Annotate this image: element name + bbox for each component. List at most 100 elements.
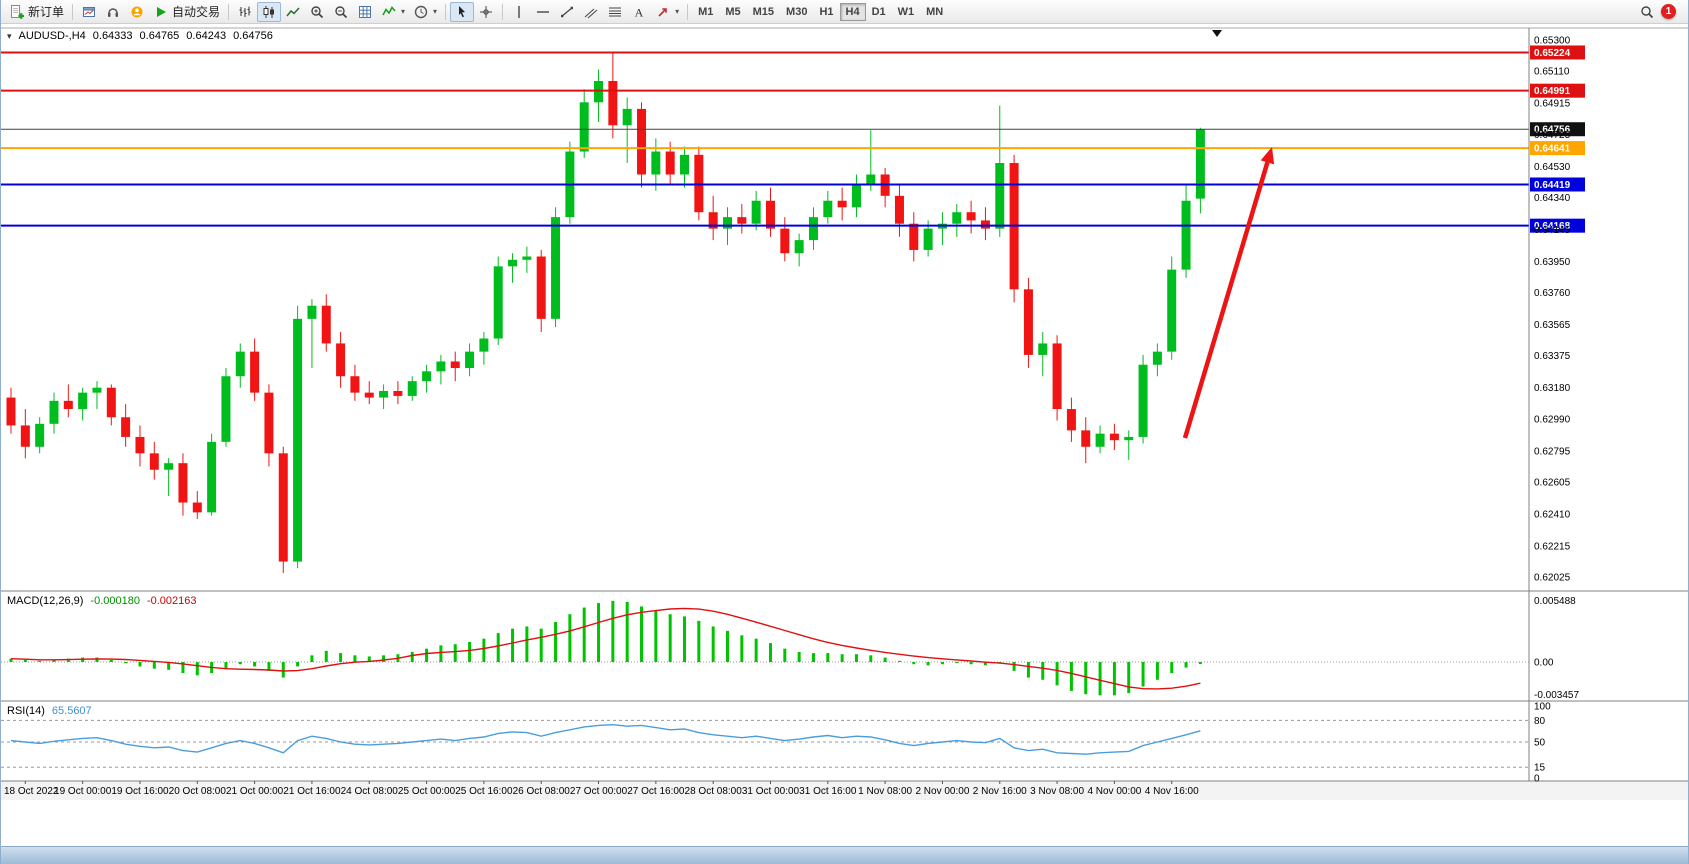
candle (880, 167, 890, 208)
candle (207, 433, 217, 516)
new-order-label: 新订单 (28, 5, 65, 19)
time-axis-label: 19 Oct 16:00 (111, 786, 169, 797)
fibonacci-button[interactable] (603, 2, 627, 22)
new-order-button[interactable]: 新订单 (5, 2, 68, 22)
price-tag-label: 0.65224 (1534, 48, 1571, 59)
price-axis-label: 0.63375 (1534, 351, 1571, 362)
tile-windows-button[interactable] (353, 2, 377, 22)
crosshair-button[interactable] (474, 2, 498, 22)
candle (837, 187, 847, 221)
candle (851, 174, 861, 218)
candle (765, 187, 775, 237)
price-axis-label: 0.62410 (1534, 510, 1571, 521)
toolbar-separator (228, 3, 230, 20)
autotrade-button[interactable]: 自动交易 (149, 2, 224, 22)
vertical-line-icon (511, 4, 527, 20)
candle (379, 384, 389, 410)
price-tag-label: 0.64991 (1534, 86, 1571, 97)
indicators-button[interactable]: ▾ (377, 2, 409, 22)
candle (594, 69, 604, 123)
horizontal-line-button[interactable] (531, 2, 555, 22)
candle (6, 387, 16, 434)
candle (479, 331, 489, 365)
arrows-button[interactable]: ▾ (651, 2, 683, 22)
svg-text:A: A (635, 5, 644, 19)
notification-badge[interactable]: 1 (1661, 4, 1676, 19)
candle (407, 376, 417, 401)
chevron-down-icon[interactable]: ▾ (7, 30, 12, 41)
timeframe-m5-button[interactable]: M5 (719, 3, 746, 21)
candle (551, 207, 561, 328)
window-statusbar (1, 846, 1688, 864)
macd-scale-label: 0.005488 (1534, 596, 1576, 607)
candle (751, 190, 761, 231)
candlestick-chart-button[interactable] (257, 1, 282, 22)
price-axis-label: 0.62795 (1534, 446, 1571, 457)
price-tag (1530, 45, 1585, 60)
text-button[interactable]: A (627, 2, 651, 22)
timeframe-m15-button[interactable]: M15 (747, 3, 780, 21)
community-button[interactable] (125, 2, 149, 22)
cursor-button[interactable] (450, 1, 475, 22)
price-axis-label: 0.65110 (1534, 67, 1570, 78)
chart-low-value: 0.64243 (186, 30, 227, 42)
time-axis-label: 4 Nov 00:00 (1087, 786, 1141, 797)
rsi-scale-label: 80 (1534, 716, 1546, 727)
current-price-label: 0.64756 (1534, 125, 1571, 136)
time-axis-label: 19 Oct 00:00 (54, 786, 112, 797)
candle (980, 207, 990, 241)
headset-icon (105, 4, 121, 20)
timeframe-h1-button[interactable]: H1 (813, 3, 839, 21)
candle (1124, 430, 1134, 460)
rsi-value: 65.5607 (51, 705, 92, 717)
charts-window-button[interactable] (77, 2, 101, 22)
chart-canvas[interactable]: 0.65224 0.64991 0.64641 0.64419 0.64168 0.647… (1, 24, 1689, 846)
rsi-line (10, 723, 1201, 755)
timeframe-h4-button[interactable]: H4 (839, 2, 866, 21)
candle (536, 249, 546, 332)
equidistant-channel-button[interactable] (579, 2, 603, 22)
candle (49, 392, 59, 434)
line-chart-button[interactable] (281, 2, 305, 22)
timeframe-m1-button[interactable]: M1 (692, 3, 719, 21)
trend-arrow[interactable] (1182, 161, 1270, 439)
vertical-line-button[interactable] (507, 2, 531, 22)
timeframe-w1-button[interactable]: W1 (892, 3, 921, 21)
frame (1, 27, 1688, 782)
candle (350, 364, 360, 401)
rsi-panel: 100 80 50 150 (1, 702, 1551, 785)
candle (178, 453, 188, 516)
timeframe-mn-button[interactable]: MN (920, 3, 949, 21)
candle (250, 338, 260, 401)
price-tag-label: 0.64168 (1534, 221, 1571, 232)
macd-scale-label: 0.00 (1534, 658, 1554, 669)
price-axis-label: 0.63950 (1534, 257, 1571, 268)
zoom-out-button[interactable] (329, 2, 353, 22)
search-button[interactable] (1635, 2, 1659, 22)
chevron-down-icon: ▾ (675, 7, 680, 16)
candle (966, 200, 976, 234)
candle (608, 53, 618, 139)
chart-high-value: 0.64765 (139, 30, 180, 42)
scroll-to-end-marker[interactable] (1212, 30, 1222, 37)
annotations (1182, 147, 1275, 439)
trendline-button[interactable] (555, 2, 579, 22)
timeframe-m30-button[interactable]: M30 (780, 3, 813, 21)
headset-button[interactable] (101, 2, 125, 22)
rsi-indicator-label: RSI(14) 65.5607 (7, 705, 92, 717)
community-icon (129, 4, 145, 20)
rsi-scale-label: 15 (1534, 763, 1546, 774)
price-axis-label: 0.64725 (1534, 130, 1571, 141)
price-axis-label: 0.64340 (1534, 193, 1571, 204)
candle (221, 368, 231, 447)
candle (909, 212, 919, 262)
candle (78, 387, 88, 421)
timeframe-d1-button[interactable]: D1 (866, 3, 892, 21)
bar-chart-button[interactable] (233, 2, 257, 22)
text-icon: A (631, 4, 647, 20)
grid-icon (357, 4, 373, 20)
candle (1038, 331, 1048, 377)
candle (192, 491, 202, 519)
periods-button[interactable]: ▾ (409, 2, 441, 22)
zoom-in-button[interactable] (305, 2, 329, 22)
